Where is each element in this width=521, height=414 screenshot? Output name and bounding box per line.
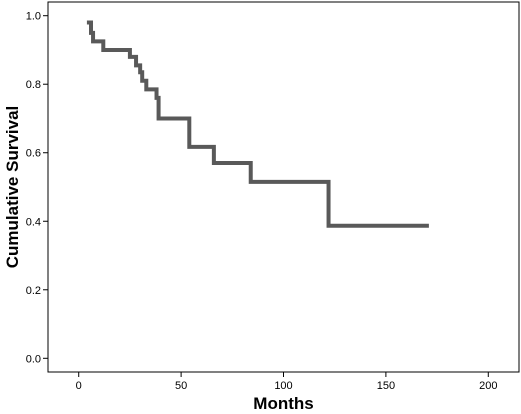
x-tick-label: 100 <box>274 380 292 392</box>
y-axis-title: Cumulative Survival <box>3 106 22 269</box>
survival-curve <box>86 20 429 228</box>
x-tick-label: 200 <box>479 380 497 392</box>
x-tick-label: 50 <box>175 380 187 392</box>
y-axis-ticks: 0.0 0.2 0.4 0.6 0.8 1.0 <box>26 11 48 365</box>
y-tick-label: 0.2 <box>26 285 41 297</box>
y-tick-label: 1.0 <box>26 11 41 23</box>
x-tick-label: 0 <box>76 380 82 392</box>
y-tick-label: 0.4 <box>26 216 41 228</box>
y-tick-label: 0.6 <box>26 148 41 160</box>
x-tick-label: 150 <box>377 380 395 392</box>
y-tick-label: 0.0 <box>26 353 41 365</box>
x-axis-ticks: 0 50 100 150 200 <box>76 372 497 392</box>
y-tick-label: 0.8 <box>26 79 41 91</box>
plot-frame <box>47 1 520 373</box>
x-axis-title: Months <box>253 394 313 413</box>
